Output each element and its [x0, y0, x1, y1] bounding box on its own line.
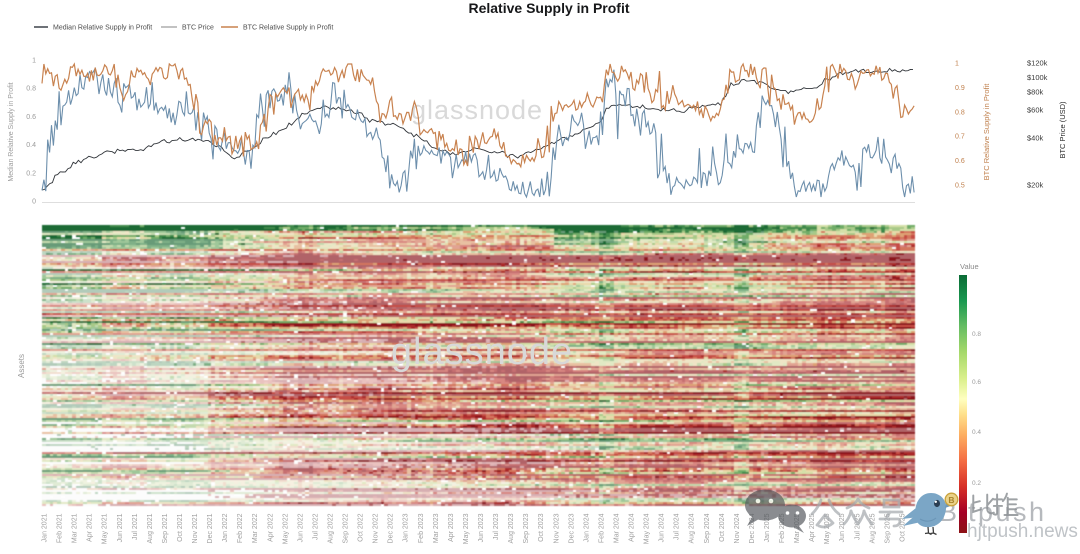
svg-text:Nov 2022: Nov 2022 [373, 513, 380, 543]
svg-text:Sep 2023: Sep 2023 [523, 513, 530, 543]
svg-text:Aug 2023: Aug 2023 [508, 513, 515, 543]
svg-text:Jun 2024: Jun 2024 [659, 513, 666, 542]
svg-text:Apr 2022: Apr 2022 [267, 513, 274, 542]
svg-text:Oct 2025: Oct 2025 [899, 513, 906, 542]
svg-text:Dec 2024: Dec 2024 [749, 513, 756, 543]
svg-text:$40k: $40k [1027, 134, 1044, 143]
svg-text:Jun 2021: Jun 2021 [117, 513, 124, 542]
svg-text:Dec 2021: Dec 2021 [207, 513, 214, 543]
svg-text:Jun 2023: Jun 2023 [478, 513, 485, 542]
svg-text:hjtpush.news: hjtpush.news [967, 521, 1078, 542]
svg-text:Jul 2023: Jul 2023 [493, 513, 500, 540]
svg-text:BTC Price: BTC Price [182, 25, 214, 32]
svg-text:Feb 2025: Feb 2025 [779, 513, 786, 543]
svg-text:Apr 2021: Apr 2021 [87, 513, 94, 542]
svg-text:0.6: 0.6 [972, 379, 981, 386]
svg-text:May 2025: May 2025 [824, 513, 831, 544]
svg-text:Nov 2024: Nov 2024 [734, 513, 741, 543]
svg-text:$100k: $100k [1027, 73, 1048, 82]
svg-text:Jul 2025: Jul 2025 [854, 513, 861, 540]
svg-text:Mar 2023: Mar 2023 [433, 513, 440, 543]
svg-text:Mar 2022: Mar 2022 [252, 513, 259, 543]
svg-text:BTC Price (USD): BTC Price (USD) [1058, 101, 1067, 159]
svg-text:Jul 2024: Jul 2024 [674, 513, 681, 540]
svg-text:Feb 2022: Feb 2022 [237, 513, 244, 543]
svg-text:May 2022: May 2022 [282, 513, 289, 544]
svg-text:May 2023: May 2023 [463, 513, 470, 544]
svg-text:Jan 2023: Jan 2023 [403, 513, 410, 542]
svg-text:Oct 2022: Oct 2022 [358, 513, 365, 542]
svg-text:Feb 2021: Feb 2021 [57, 513, 64, 543]
svg-text:Sep 2021: Sep 2021 [162, 513, 169, 543]
svg-text:Oct 2023: Oct 2023 [538, 513, 545, 542]
svg-text:Nov 2023: Nov 2023 [553, 513, 560, 543]
svg-text:$60k: $60k [1027, 106, 1044, 115]
svg-text:1: 1 [955, 61, 959, 68]
svg-text:0.8: 0.8 [955, 109, 965, 116]
svg-text:BTC Relative Supply in Profit: BTC Relative Supply in Profit [982, 83, 991, 181]
svg-text:Jun 2025: Jun 2025 [839, 513, 846, 542]
svg-text:0.8: 0.8 [26, 86, 36, 93]
svg-text:Oct 2024: Oct 2024 [719, 513, 726, 542]
svg-text:0.9: 0.9 [955, 85, 965, 92]
svg-text:Assets: Assets [17, 354, 26, 378]
svg-text:Apr 2023: Apr 2023 [448, 513, 455, 542]
svg-text:Sep 2022: Sep 2022 [343, 513, 350, 543]
svg-text:Jun 2022: Jun 2022 [297, 513, 304, 542]
svg-text:0.4: 0.4 [972, 429, 981, 436]
svg-text:0.8: 0.8 [972, 331, 981, 338]
svg-text:0.7: 0.7 [955, 134, 965, 141]
svg-text:Median Relative Supply in Prof: Median Relative Supply in Profit [8, 82, 15, 181]
svg-text:Nov 2021: Nov 2021 [192, 513, 199, 543]
svg-text:Jan 2022: Jan 2022 [222, 513, 229, 542]
svg-text:May 2024: May 2024 [644, 513, 651, 544]
svg-text:Mar 2021: Mar 2021 [72, 513, 79, 543]
svg-text:0.6: 0.6 [955, 158, 965, 165]
svg-text:May 2021: May 2021 [102, 513, 109, 544]
svg-text:Dec 2023: Dec 2023 [568, 513, 575, 543]
svg-text:glassnode: glassnode [391, 331, 573, 373]
svg-text:Jan 2025: Jan 2025 [764, 513, 771, 542]
svg-text:Aug 2024: Aug 2024 [689, 513, 696, 543]
svg-text:Dec 2022: Dec 2022 [388, 513, 395, 543]
svg-text:Sep 2024: Sep 2024 [704, 513, 711, 543]
svg-text:$80k: $80k [1027, 88, 1044, 97]
svg-text:B: B [948, 495, 954, 505]
svg-text:Aug 2025: Aug 2025 [869, 513, 876, 543]
svg-text:Feb 2023: Feb 2023 [418, 513, 425, 543]
svg-text:0.5: 0.5 [955, 183, 965, 190]
svg-text:Aug 2022: Aug 2022 [328, 513, 335, 543]
svg-text:Relative Supply in Profit: Relative Supply in Profit [468, 0, 629, 16]
svg-text:Feb 2024: Feb 2024 [598, 513, 605, 543]
svg-text:Oct 2021: Oct 2021 [177, 513, 184, 542]
svg-text:1: 1 [32, 58, 36, 65]
svg-text:Median Relative Supply in Prof: Median Relative Supply in Profit [53, 25, 152, 32]
svg-text:Aug 2021: Aug 2021 [147, 513, 154, 543]
svg-text:Mar 2024: Mar 2024 [614, 513, 621, 543]
svg-text:glassnode: glassnode [411, 95, 543, 125]
svg-text:0.2: 0.2 [26, 170, 36, 177]
svg-text:Jul 2021: Jul 2021 [132, 513, 139, 540]
svg-text:Jan 2021: Jan 2021 [42, 513, 49, 542]
svg-text:0.6: 0.6 [26, 114, 36, 121]
svg-text:Sep 2025: Sep 2025 [884, 513, 891, 543]
svg-text:Apr 2025: Apr 2025 [809, 513, 816, 542]
svg-text:0.2: 0.2 [972, 480, 981, 487]
svg-text:0: 0 [32, 199, 36, 206]
svg-text:Apr 2024: Apr 2024 [629, 513, 636, 542]
svg-text:$120k: $120k [1027, 59, 1048, 68]
svg-text:Jul 2022: Jul 2022 [312, 513, 319, 540]
svg-text:$20k: $20k [1027, 181, 1044, 190]
svg-text:0.4: 0.4 [26, 142, 36, 149]
svg-text:BTC Relative Supply in Profit: BTC Relative Supply in Profit [243, 25, 333, 32]
svg-text:Jan 2024: Jan 2024 [583, 513, 590, 542]
svg-text:Value: Value [960, 262, 979, 271]
